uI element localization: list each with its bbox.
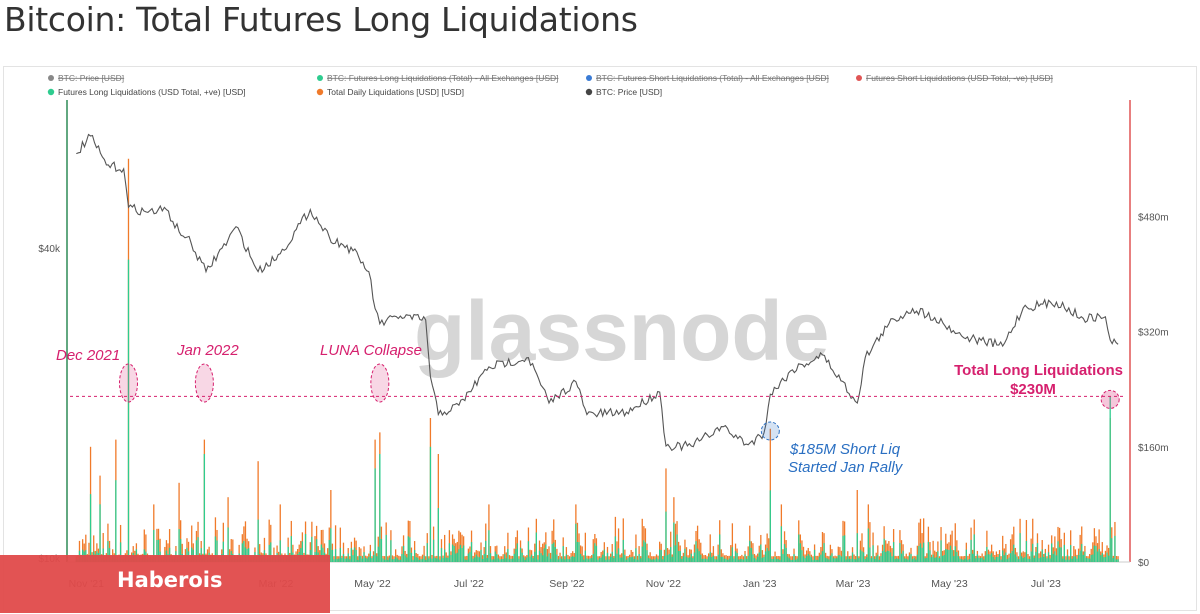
annotation-total-long-line1: Total Long Liquidations xyxy=(954,362,1123,379)
annotation-layer xyxy=(70,363,1126,441)
legend-item-short-liq-total-hidden[interactable]: BTC: Futures Short Liquidations (Total) … xyxy=(596,73,829,83)
annotation-total-long-line2: $230M xyxy=(1010,381,1056,398)
annotation-dec-2021: Dec 2021 xyxy=(56,347,120,364)
brand-label: Haberois xyxy=(117,568,223,592)
x-tick-label: Mar '23 xyxy=(836,578,871,590)
legend-row-2: Futures Long Liquidations (USD Total, +v… xyxy=(47,87,662,97)
y-right-tick-label: $320m xyxy=(1138,328,1169,339)
highlight-luna-collapse xyxy=(370,363,390,403)
legend-marker xyxy=(585,88,593,96)
chart-frame xyxy=(3,66,1197,611)
legend-row-1: BTC: Price [USD] BTC: Futures Long Liqui… xyxy=(48,73,1053,83)
legend-item-short-liq-neg-hidden[interactable]: Futures Short Liquidations (USD Total, -… xyxy=(866,73,1053,83)
x-tick-label: Nov '22 xyxy=(646,578,681,590)
x-tick-label: Jul '23 xyxy=(1031,578,1061,590)
annotation-luna-collapse: LUNA Collapse xyxy=(320,342,422,359)
legend-marker xyxy=(317,75,323,81)
annotation-short-liq-line1: $185M Short Liq xyxy=(789,441,901,458)
brand-banner xyxy=(0,555,330,613)
legend-marker xyxy=(47,88,55,96)
price-layer xyxy=(76,133,1119,452)
page-title: Bitcoin: Total Futures Long Liquidations xyxy=(4,0,638,39)
legend-marker xyxy=(586,75,592,81)
legend-item-long-liq[interactable]: Futures Long Liquidations (USD Total, +v… xyxy=(58,87,246,97)
annotation-jan-2022: Jan 2022 xyxy=(176,342,239,359)
x-tick-label: Sep '22 xyxy=(549,578,584,590)
y-right-tick-label: $160m xyxy=(1138,443,1169,454)
highlight-total-long-liq xyxy=(1100,389,1120,409)
y-right-tick-label: $480m xyxy=(1138,212,1169,223)
watermark: glassnode xyxy=(414,284,829,378)
highlight-dec-2021 xyxy=(118,363,138,403)
annotation-short-liq-line2: Started Jan Rally xyxy=(788,459,904,476)
legend-item-long-liq-total-hidden[interactable]: BTC: Futures Long Liquidations (Total) -… xyxy=(327,73,559,83)
highlight-short-liq xyxy=(760,421,780,441)
x-tick-label: May '22 xyxy=(354,578,391,590)
legend-item-price-hidden[interactable]: BTC: Price [USD] xyxy=(58,73,124,83)
legend-item-price[interactable]: BTC: Price [USD] xyxy=(596,87,662,97)
btc-price-line xyxy=(76,133,1119,452)
y-right-tick-label: $0 xyxy=(1138,558,1150,569)
legend-marker xyxy=(316,88,324,96)
x-tick-label: Jan '23 xyxy=(743,578,777,590)
y-left-tick-label: $40k xyxy=(38,244,61,255)
x-tick-label: May '23 xyxy=(931,578,968,590)
highlight-jan-2022 xyxy=(194,363,214,403)
legend-marker xyxy=(48,75,54,81)
legend-marker xyxy=(856,75,862,81)
legend-item-total-liq[interactable]: Total Daily Liquidations [USD] [USD] xyxy=(327,87,464,97)
x-tick-label: Jul '22 xyxy=(454,578,484,590)
